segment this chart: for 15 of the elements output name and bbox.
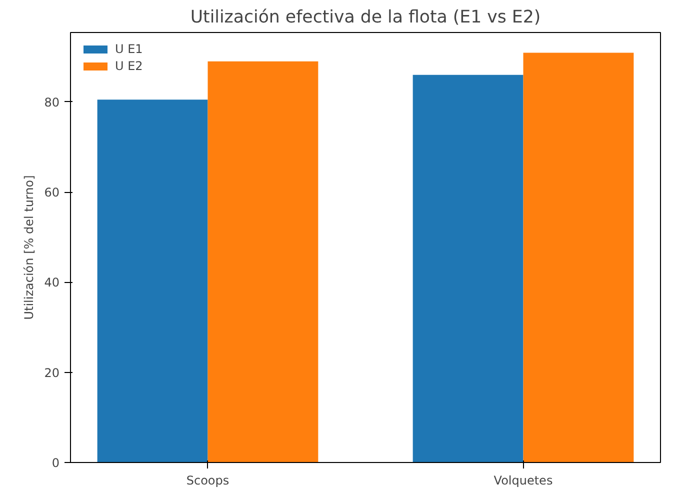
y-tick-label: 40 — [44, 276, 60, 290]
y-tick-label: 80 — [44, 95, 60, 110]
y-axis-title: Utilización [% del turno] — [22, 175, 36, 320]
legend-label: U E2 — [115, 59, 143, 73]
bar — [97, 100, 208, 462]
y-tick-label: 0 — [52, 456, 60, 470]
x-tick-label: Scoops — [186, 474, 230, 488]
chart-title: Utilización efectiva de la flota (E1 vs E2) — [190, 8, 541, 28]
bar — [523, 52, 634, 462]
x-tick-label: Volquetes — [494, 474, 553, 488]
y-tick-label: 20 — [44, 366, 60, 380]
y-tick-label: 60 — [44, 186, 60, 200]
bar — [412, 74, 524, 462]
bar — [208, 61, 318, 462]
legend-label: U E1 — [115, 42, 143, 56]
